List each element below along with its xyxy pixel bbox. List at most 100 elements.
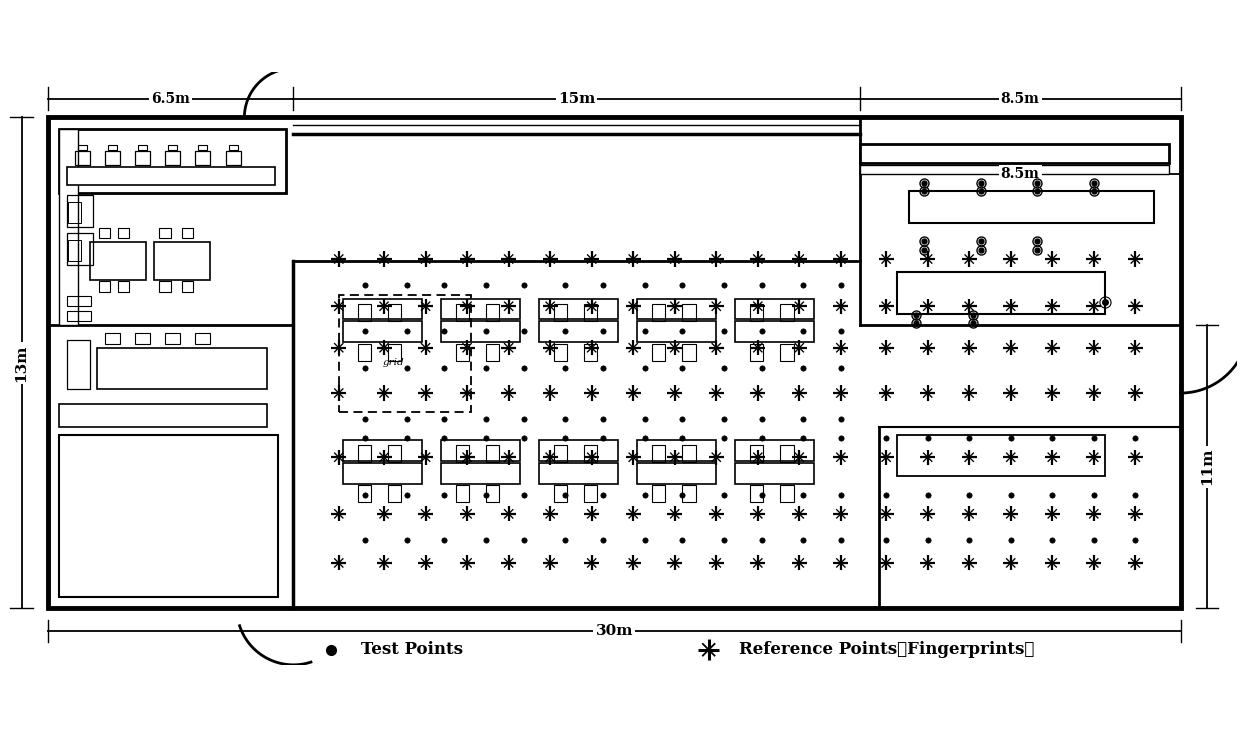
Bar bbox=[682, 445, 696, 462]
Bar bbox=[456, 344, 469, 361]
Bar bbox=[652, 344, 666, 361]
Bar bbox=[539, 440, 618, 461]
Bar bbox=[456, 485, 469, 502]
Bar bbox=[339, 295, 471, 412]
Bar bbox=[388, 445, 401, 462]
Bar bbox=[554, 344, 567, 361]
Text: 15m: 15m bbox=[558, 91, 595, 105]
Bar bbox=[68, 240, 81, 261]
Bar bbox=[554, 485, 567, 502]
Bar bbox=[584, 445, 598, 462]
Bar bbox=[135, 333, 150, 344]
Bar bbox=[160, 282, 171, 292]
Bar bbox=[440, 463, 520, 483]
Bar bbox=[342, 321, 422, 342]
Text: 30m: 30m bbox=[595, 624, 634, 638]
Bar bbox=[440, 298, 520, 319]
Bar bbox=[108, 145, 117, 150]
Bar bbox=[357, 445, 371, 462]
Bar bbox=[67, 233, 93, 265]
Bar bbox=[135, 151, 150, 164]
Bar bbox=[652, 485, 666, 502]
Bar bbox=[780, 485, 794, 502]
Bar bbox=[735, 298, 815, 319]
Bar bbox=[342, 463, 422, 483]
Bar bbox=[60, 405, 267, 427]
Bar bbox=[750, 445, 764, 462]
Bar bbox=[182, 282, 193, 292]
Bar bbox=[357, 304, 371, 321]
Bar bbox=[67, 195, 93, 227]
Bar bbox=[909, 191, 1154, 223]
Bar bbox=[780, 344, 794, 361]
Bar bbox=[652, 304, 666, 321]
Bar bbox=[60, 129, 286, 193]
Bar bbox=[780, 304, 794, 321]
Bar bbox=[97, 348, 267, 389]
Bar bbox=[388, 304, 401, 321]
Bar bbox=[859, 164, 1169, 174]
Bar bbox=[486, 485, 500, 502]
Bar bbox=[196, 151, 211, 164]
Bar bbox=[67, 167, 274, 186]
Bar bbox=[652, 445, 666, 462]
Bar bbox=[440, 321, 520, 342]
Bar bbox=[584, 485, 598, 502]
Bar bbox=[780, 445, 794, 462]
Bar bbox=[99, 228, 110, 238]
Bar bbox=[226, 151, 241, 164]
Bar bbox=[67, 340, 89, 389]
Bar bbox=[118, 228, 129, 238]
Bar bbox=[67, 296, 92, 306]
Bar bbox=[584, 344, 598, 361]
Bar bbox=[682, 344, 696, 361]
Bar bbox=[294, 134, 859, 261]
Bar bbox=[750, 344, 764, 361]
Text: 11m: 11m bbox=[1200, 448, 1214, 486]
Bar bbox=[554, 445, 567, 462]
Text: Test Points: Test Points bbox=[361, 641, 464, 658]
Bar bbox=[750, 485, 764, 502]
Bar bbox=[60, 435, 278, 597]
Bar bbox=[342, 298, 422, 319]
Bar bbox=[182, 228, 193, 238]
Bar bbox=[68, 203, 81, 223]
Bar bbox=[539, 298, 618, 319]
Bar bbox=[859, 144, 1169, 163]
Bar bbox=[637, 321, 717, 342]
Bar bbox=[169, 145, 177, 150]
Bar bbox=[637, 298, 717, 319]
Bar bbox=[554, 304, 567, 321]
Bar bbox=[750, 304, 764, 321]
Bar bbox=[584, 304, 598, 321]
Bar bbox=[89, 242, 146, 280]
Bar bbox=[898, 435, 1105, 476]
Bar bbox=[486, 344, 500, 361]
Bar bbox=[198, 145, 207, 150]
Bar bbox=[342, 440, 422, 461]
Bar bbox=[735, 463, 815, 483]
Bar bbox=[228, 145, 238, 150]
Bar bbox=[78, 145, 87, 150]
Bar bbox=[486, 445, 500, 462]
Bar bbox=[735, 321, 815, 342]
Bar bbox=[154, 242, 211, 280]
Bar bbox=[682, 304, 696, 321]
Text: 6.5m: 6.5m bbox=[151, 91, 190, 105]
Bar bbox=[67, 311, 92, 321]
Text: 8.5m: 8.5m bbox=[1001, 91, 1039, 105]
Bar bbox=[165, 333, 180, 344]
Bar bbox=[486, 304, 500, 321]
Bar bbox=[456, 445, 469, 462]
Bar bbox=[637, 440, 717, 461]
Bar bbox=[898, 272, 1105, 314]
Text: 13m: 13m bbox=[15, 344, 29, 382]
Bar bbox=[118, 282, 129, 292]
Bar bbox=[388, 344, 401, 361]
Bar bbox=[60, 129, 78, 325]
Bar bbox=[165, 151, 180, 164]
Bar bbox=[456, 304, 469, 321]
Bar bbox=[74, 151, 89, 164]
Bar bbox=[735, 440, 815, 461]
Bar bbox=[196, 333, 211, 344]
